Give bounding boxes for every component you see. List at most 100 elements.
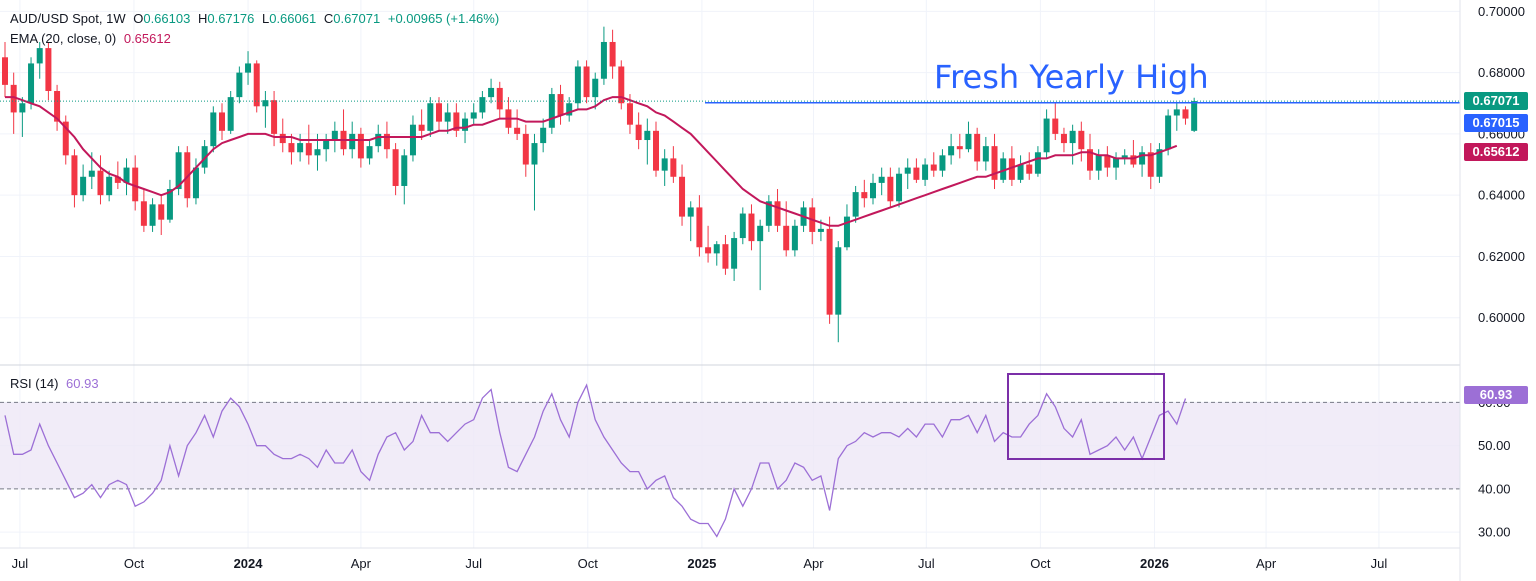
candle [192, 158, 199, 205]
candle-body [774, 201, 781, 226]
candle-body [418, 124, 425, 131]
candle-body [2, 57, 8, 85]
candle-body [192, 167, 199, 199]
candle-body [236, 72, 243, 98]
axes: 0.700000.680000.660000.640000.620000.600… [12, 4, 1525, 571]
candle [383, 121, 390, 159]
candle [870, 173, 876, 205]
candle [479, 90, 486, 119]
candle-body [635, 124, 642, 141]
candle-body [661, 158, 668, 171]
candle-body [548, 94, 555, 128]
candle-body [922, 164, 929, 180]
price-tick-label: 0.62000 [1478, 249, 1525, 264]
candle [1069, 124, 1076, 165]
candle [1182, 106, 1189, 125]
ema-legend: EMA (20, close, 0) 0.65612 [10, 31, 175, 46]
candle-body [123, 167, 130, 183]
candle-body [653, 130, 659, 171]
candle [323, 133, 330, 162]
candle [835, 241, 842, 343]
candle-body [566, 103, 573, 116]
time-tick-label: 2024 [234, 556, 264, 571]
candle [1121, 149, 1128, 165]
candle [566, 97, 573, 122]
candle [1173, 103, 1180, 131]
candle-body [149, 204, 156, 226]
candle-body [679, 176, 686, 217]
candle-body [305, 143, 312, 156]
candle-body [1147, 152, 1154, 177]
candle [982, 136, 989, 171]
candle [297, 133, 304, 162]
rsi-band [0, 401, 1460, 490]
candle-body [45, 48, 52, 91]
candle-body [184, 152, 191, 199]
candle-body [896, 173, 903, 202]
candle-body [1095, 155, 1102, 171]
candle-body [731, 238, 738, 269]
candle-body [670, 158, 677, 177]
candle-body [1026, 164, 1033, 174]
candle [722, 234, 729, 275]
candle [922, 158, 929, 186]
candle-body [835, 247, 842, 315]
candle [62, 115, 69, 165]
candle [739, 207, 746, 245]
candle [210, 106, 217, 153]
candle [305, 124, 312, 165]
candle-body [245, 63, 252, 73]
time-tick-label: Oct [1030, 556, 1051, 571]
candle [1017, 155, 1024, 183]
candle [887, 167, 894, 208]
time-tick-label: Jul [465, 556, 482, 571]
candle [427, 97, 434, 137]
candle [366, 140, 373, 165]
candle [878, 167, 885, 196]
candle [123, 158, 130, 196]
candle [1060, 127, 1067, 153]
candle-body [71, 155, 78, 196]
candle-body [904, 167, 911, 174]
candle [843, 204, 850, 251]
candle [45, 41, 52, 101]
candle-body [97, 170, 104, 196]
time-tick-label: Oct [124, 556, 145, 571]
candle-body [470, 112, 477, 119]
candle [670, 146, 677, 183]
level-price-badge: 0.67015 [1464, 113, 1528, 132]
candle-body [1130, 155, 1137, 165]
candle [635, 112, 642, 150]
candle-body [1121, 155, 1128, 159]
time-tick-label: Oct [578, 556, 599, 571]
candle-body [982, 146, 989, 162]
candle [1156, 143, 1163, 183]
candle [19, 97, 26, 137]
candle [496, 81, 503, 119]
candle [149, 198, 156, 232]
candle [826, 216, 833, 324]
candle-body [1000, 158, 1007, 180]
candle [540, 118, 547, 153]
ema-price-badge: 0.65612 [1464, 142, 1528, 161]
yearly-high-level [0, 100, 1460, 104]
candle-body [1165, 115, 1172, 150]
ema-value: 0.65612 [123, 31, 171, 46]
candle [236, 66, 243, 104]
candle [974, 127, 981, 171]
candle [861, 179, 868, 208]
candle [140, 189, 147, 232]
candle [2, 41, 8, 98]
candle-body [462, 118, 469, 131]
rsi-series [4, 383, 1187, 538]
candle-body [1017, 164, 1024, 180]
candle-body [861, 192, 868, 199]
candle-body [288, 143, 295, 153]
candle [583, 60, 590, 104]
ema-label: EMA (20, close, 0) [10, 31, 117, 46]
candle-body [739, 213, 746, 239]
candle-body [114, 176, 121, 183]
candle [913, 158, 920, 183]
candle-body [349, 133, 356, 150]
